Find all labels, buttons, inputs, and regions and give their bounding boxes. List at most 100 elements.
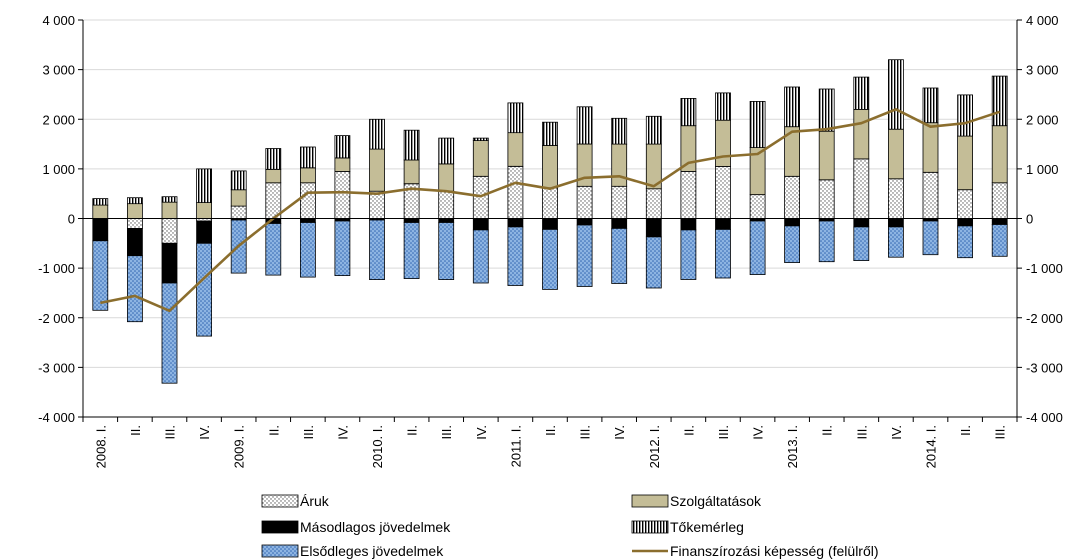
bar-szolgaltatasok	[888, 128, 904, 180]
bar-szolgaltatasok	[818, 130, 835, 181]
bar-aruk	[922, 171, 939, 219]
bar-szolgaltatasok	[611, 143, 628, 187]
bar-aruk	[853, 158, 870, 219]
bar-masodlagos-jovedelmek	[853, 218, 870, 228]
legend-label-aruk: Áruk	[300, 493, 330, 509]
bar-tokemerleg	[438, 137, 455, 165]
bar-masodlagos-jovedelmek	[957, 218, 973, 227]
bar-tokemerleg	[680, 98, 697, 127]
bar-tokemerleg	[715, 92, 731, 121]
bar-tokemerleg	[611, 117, 628, 145]
bar-masodlagos-jovedelmek	[680, 218, 697, 231]
x-tick-label: III.	[163, 425, 178, 439]
bar-szolgaltatasok	[715, 119, 731, 167]
x-tick-label: IV.	[474, 425, 489, 440]
bar-elsodleges-jovedelmek	[127, 255, 143, 323]
x-tick-label: II.	[958, 425, 973, 436]
legend-swatch-aruk	[261, 494, 299, 508]
bar-aruk	[507, 165, 524, 219]
bar-masodlagos-jovedelmek	[991, 218, 1008, 225]
x-tick-label: III.	[439, 425, 454, 439]
x-tick-label: IV.	[197, 425, 212, 440]
bar-tokemerleg	[230, 170, 247, 191]
bar-aruk	[888, 178, 904, 219]
y-tick-label-left: 1 000	[42, 162, 75, 177]
bar-tokemerleg	[853, 76, 870, 110]
x-tick-label: 2013. I.	[785, 425, 800, 468]
y-tick-label-left: 4 000	[42, 13, 75, 28]
bar-masodlagos-jovedelmek	[715, 218, 731, 230]
y-tick-label-right: -2 000	[1026, 311, 1063, 326]
x-tick-label: II.	[128, 425, 143, 436]
bar-masodlagos-jovedelmek	[784, 218, 800, 227]
bar-elsodleges-jovedelmek	[749, 220, 766, 275]
bar-szolgaltatasok	[957, 135, 973, 191]
x-tick-label: 2014. I.	[924, 425, 939, 468]
bar-elsodleges-jovedelmek	[784, 225, 800, 263]
bar-szolgaltatasok	[92, 204, 109, 219]
y-tick-label-right: 1 000	[1026, 162, 1059, 177]
y-tick-label-left: 3 000	[42, 63, 75, 78]
bar-szolgaltatasok	[472, 140, 489, 177]
bar-tokemerleg	[784, 86, 800, 128]
x-tick-label: II.	[266, 425, 281, 436]
bar-elsodleges-jovedelmek	[922, 220, 939, 256]
bar-aruk	[438, 190, 455, 219]
legend-label-tokemerleg: Tőkemérleg	[670, 519, 744, 535]
bar-aruk	[991, 182, 1008, 219]
bar-elsodleges-jovedelmek	[161, 282, 178, 384]
x-tick-label: IV.	[612, 425, 627, 440]
line-finanszirozasi-kepesseg-felulrol	[100, 108, 1001, 313]
bar-elsodleges-jovedelmek	[957, 225, 973, 259]
bar-szolgaltatasok	[334, 157, 351, 172]
bar-elsodleges-jovedelmek	[680, 229, 697, 280]
bar-elsodleges-jovedelmek	[92, 240, 109, 311]
bar-masodlagos-jovedelmek	[507, 218, 524, 228]
bar-szolgaltatasok	[922, 122, 939, 173]
x-tick-label: 2011. I.	[508, 425, 523, 467]
bar-aruk	[230, 205, 247, 219]
y-tick-label-right: -1 000	[1026, 261, 1063, 276]
y-tick-label-right: 3 000	[1026, 63, 1059, 78]
bar-elsodleges-jovedelmek	[818, 220, 835, 263]
bar-masodlagos-jovedelmek	[438, 218, 455, 223]
bar-tokemerleg	[749, 101, 766, 149]
y-tick-label-left: 0	[68, 212, 75, 227]
bar-szolgaltatasok	[403, 159, 420, 185]
bar-aruk	[784, 175, 800, 219]
bar-tokemerleg	[818, 88, 835, 132]
x-tick-label: IV.	[751, 425, 766, 440]
y-tick-label-left: -4 000	[38, 410, 75, 425]
bar-tokemerleg	[92, 198, 109, 206]
bar-elsodleges-jovedelmek	[611, 227, 628, 284]
bar-aruk	[645, 188, 662, 219]
x-tick-label: II.	[543, 425, 558, 436]
bar-aruk	[576, 185, 593, 219]
line-series	[100, 108, 1001, 313]
bar-aruk	[127, 218, 143, 229]
x-tick-label: II.	[681, 425, 696, 436]
bar-tokemerleg	[196, 168, 213, 203]
bar-szolgaltatasok	[196, 202, 213, 219]
bar-aruk	[542, 187, 558, 219]
bar-szolgaltatasok	[299, 167, 316, 184]
legend-swatch-tokemerleg	[631, 520, 669, 534]
bar-masodlagos-jovedelmek	[403, 218, 420, 223]
y-tick-label-left: -2 000	[38, 311, 75, 326]
bar-aruk	[957, 189, 973, 219]
bar-aruk	[161, 218, 178, 244]
bar-szolgaltatasok	[265, 168, 282, 184]
legend-label-finanszirozasi-kepesseg-felulrol: Finanszírozási képesség (felülről)	[670, 543, 879, 559]
bar-tokemerleg	[542, 121, 558, 146]
bar-tokemerleg	[507, 102, 524, 134]
bar-elsodleges-jovedelmek	[576, 224, 593, 287]
x-tick-label: III.	[993, 425, 1008, 439]
bar-masodlagos-jovedelmek	[611, 218, 628, 229]
bar-masodlagos-jovedelmek	[92, 218, 109, 242]
bar-tokemerleg	[991, 75, 1008, 127]
bar-elsodleges-jovedelmek	[299, 222, 316, 278]
x-tick-label: IV.	[335, 425, 350, 440]
bar-elsodleges-jovedelmek	[472, 229, 489, 284]
bar-elsodleges-jovedelmek	[403, 222, 420, 279]
